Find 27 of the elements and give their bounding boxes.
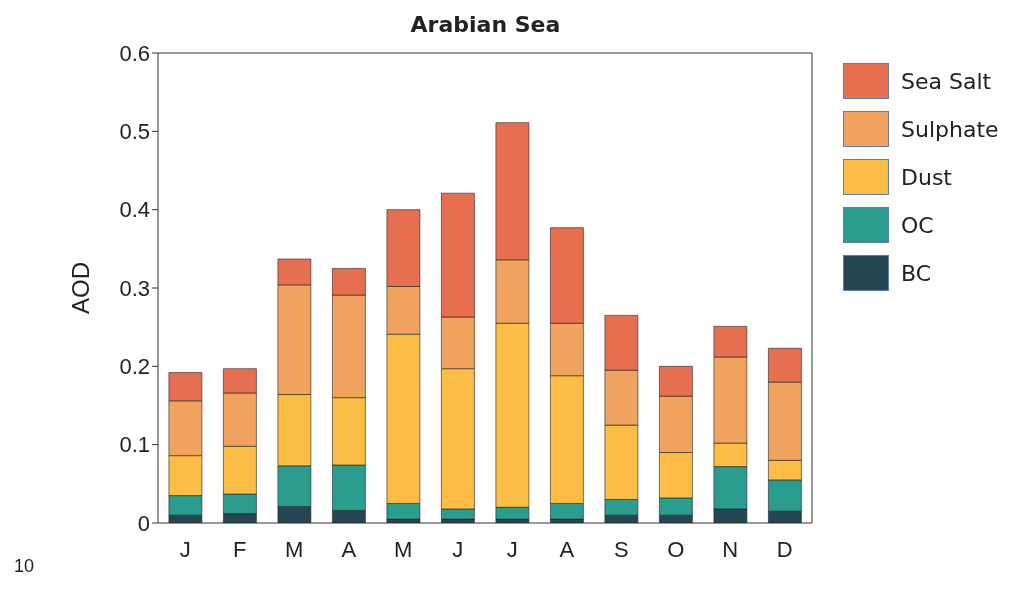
legend-label: BC (901, 260, 932, 286)
legend-label: OC (901, 212, 934, 238)
x-tick-label: M (394, 536, 413, 562)
chart-title: Arabian Sea (409, 12, 562, 37)
legend-label: Sulphate (901, 116, 999, 142)
y-tick-label: 0.1 (119, 432, 150, 458)
legend-label: Sea Salt (901, 68, 992, 94)
y-tick-label: 0.5 (119, 119, 150, 145)
text: 10 (14, 556, 35, 577)
y-axis-title: AOD (66, 261, 94, 315)
x-tick-label: A (341, 536, 357, 562)
y-tick-label: 0.4 (119, 197, 150, 223)
x-tick-label: A (559, 536, 575, 562)
x-tick-label: S (613, 536, 629, 562)
x-tick-label: D (776, 536, 793, 562)
x-tick-label: O (667, 536, 685, 562)
x-tick-label: J (452, 536, 464, 562)
y-tick-label: 0.3 (119, 275, 150, 301)
x-tick-label: J (506, 536, 518, 562)
y-tick-label: 0.2 (119, 354, 150, 380)
x-tick-label: N (722, 536, 739, 562)
x-tick-label: J (179, 536, 191, 562)
legend-label: Dust (901, 164, 952, 190)
x-tick-label: M (285, 536, 304, 562)
y-tick-label: 0 (137, 510, 150, 536)
x-tick-label: F (233, 536, 247, 562)
y-tick-label: 0.6 (119, 40, 150, 66)
